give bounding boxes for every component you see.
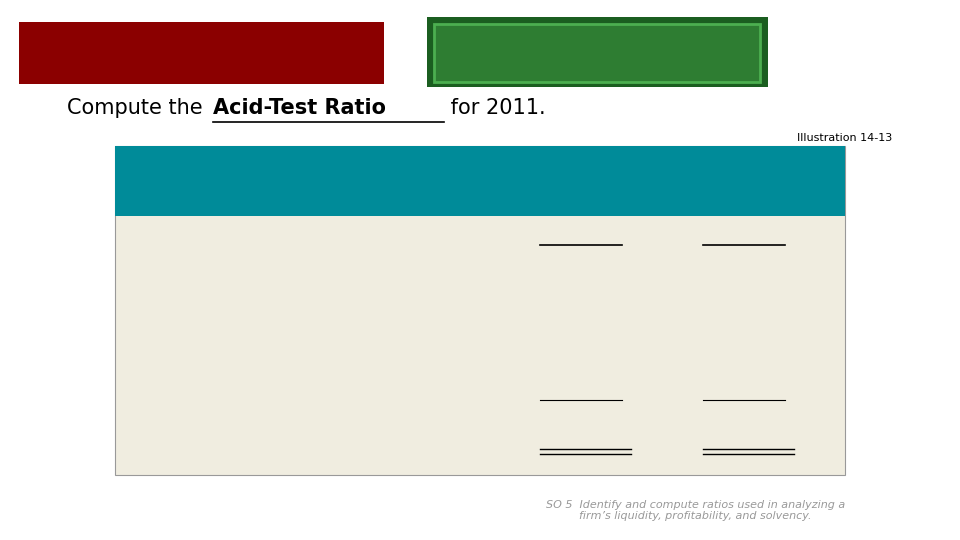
Text: Prepaid expenses: Prepaid expenses xyxy=(182,288,300,301)
Text: *Allowance for doubtful accounts is €10,000 at the end of each year.: *Allowance for doubtful accounts is €10,… xyxy=(125,455,531,468)
Text: 70,000: 70,000 xyxy=(732,377,782,390)
Text: QUALITY DEPARTMENT STORE: QUALITY DEPARTMENT STORE xyxy=(317,160,643,180)
Text: 2011: 2011 xyxy=(562,228,600,242)
Text: 500,000: 500,000 xyxy=(728,318,782,330)
Text: €945,000: €945,000 xyxy=(719,436,782,449)
Text: Compute the: Compute the xyxy=(67,98,209,118)
Text: Cash: Cash xyxy=(182,407,218,420)
Text: €   50,000: € 50,000 xyxy=(552,288,619,301)
Text: Inventory: Inventory xyxy=(182,318,246,330)
Text: Current assets: Current assets xyxy=(149,258,246,271)
Text: Ratio Analysis: Ratio Analysis xyxy=(91,39,312,66)
Text: 230,000: 230,000 xyxy=(559,347,619,360)
Text: Total current assets: Total current assets xyxy=(165,436,296,449)
Text: 100,000: 100,000 xyxy=(559,407,619,420)
Text: 155,000: 155,000 xyxy=(722,407,782,420)
Text: 620,000: 620,000 xyxy=(564,318,619,330)
Text: for 2011.: for 2011. xyxy=(444,98,546,118)
Text: 2010: 2010 xyxy=(725,228,763,242)
Text: Statement of Financial Position (partial): Statement of Financial Position (partial… xyxy=(343,187,617,201)
Text: 20,000: 20,000 xyxy=(568,377,619,390)
Text: €  40,000: € 40,000 xyxy=(719,288,782,301)
Text: Illustration 14-13: Illustration 14-13 xyxy=(797,133,892,143)
Text: 180,000: 180,000 xyxy=(722,347,782,360)
Text: SO 5  Identify and compute ratios used in analyzing a
firm’s liquidity, profitab: SO 5 Identify and compute ratios used in… xyxy=(545,500,845,521)
Text: Liquidity Ratios: Liquidity Ratios xyxy=(473,39,721,66)
Text: €1,020,000: €1,020,000 xyxy=(543,436,619,449)
Text: Acid-Test Ratio: Acid-Test Ratio xyxy=(213,98,386,118)
Text: Receivables (net*): Receivables (net*) xyxy=(182,347,320,360)
Text: Short-term investments: Short-term investments xyxy=(182,377,361,390)
